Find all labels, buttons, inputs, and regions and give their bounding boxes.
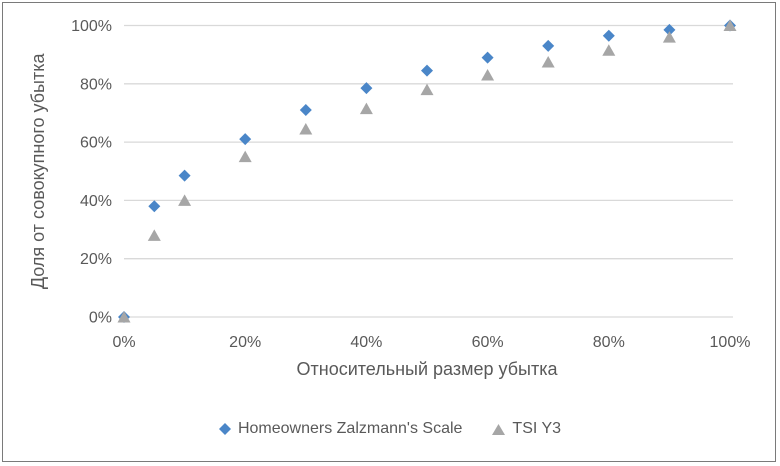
legend-item-tsi: TSI Y3 bbox=[492, 420, 561, 438]
data-point bbox=[542, 39, 555, 52]
data-point bbox=[117, 311, 131, 323]
data-point bbox=[663, 23, 676, 36]
data-point bbox=[178, 194, 192, 206]
x-axis-tick-labels: 0% 20% 40% 60% 80% 100% bbox=[112, 334, 750, 351]
data-point bbox=[299, 104, 312, 117]
data-point bbox=[148, 200, 161, 213]
x-tick-label: 0% bbox=[112, 334, 135, 351]
data-point bbox=[723, 19, 737, 31]
triangle-marker-icon bbox=[492, 423, 506, 435]
data-point bbox=[662, 31, 676, 43]
data-point bbox=[421, 64, 433, 77]
y-axis-tick-labels: 0% 20% 40% 60% 80% 100% bbox=[71, 18, 112, 327]
diamond-marker-icon bbox=[218, 423, 231, 435]
x-tick-label: 60% bbox=[472, 334, 504, 351]
y-axis-title: Доля от совокупного убытка bbox=[28, 52, 48, 289]
y-tick-label: 100% bbox=[71, 18, 112, 35]
y-tick-label: 80% bbox=[80, 76, 112, 93]
data-point bbox=[238, 150, 252, 163]
data-point bbox=[481, 51, 494, 64]
y-tick-label: 20% bbox=[80, 251, 112, 268]
chart-frame bbox=[2, 2, 776, 462]
legend-item-homeowners: Homeowners Zalzmann's Scale bbox=[218, 420, 463, 438]
x-tick-label: 100% bbox=[710, 334, 751, 351]
x-tick-label: 80% bbox=[593, 334, 625, 351]
legend-label-tsi: TSI Y3 bbox=[512, 420, 562, 437]
data-point bbox=[481, 69, 495, 81]
y-tick-label: 40% bbox=[80, 193, 112, 210]
data-point bbox=[420, 83, 434, 96]
data-point bbox=[602, 29, 615, 42]
data-point bbox=[602, 44, 616, 56]
data-point bbox=[299, 122, 313, 135]
data-point bbox=[360, 82, 373, 95]
data-point bbox=[178, 169, 191, 182]
data-point bbox=[239, 133, 252, 146]
y-tick-label: 0% bbox=[89, 310, 112, 327]
y-tick-label: 60% bbox=[80, 135, 112, 152]
data-point bbox=[541, 55, 555, 68]
gridlines bbox=[124, 24, 733, 318]
x-tick-label: 40% bbox=[350, 334, 382, 351]
x-tick-label: 20% bbox=[229, 334, 261, 351]
x-axis-title: Относительный размер убытка bbox=[297, 359, 559, 379]
series-tsi-y3 bbox=[117, 19, 737, 323]
legend-label-homeowners: Homeowners Zalzmann's Scale bbox=[237, 420, 463, 437]
chart-legend: Homeowners Zalzmann's Scale TSI Y3 bbox=[0, 420, 780, 438]
data-point bbox=[147, 229, 161, 241]
data-point bbox=[359, 102, 373, 115]
series-homeowners-zalzmann bbox=[118, 19, 736, 323]
